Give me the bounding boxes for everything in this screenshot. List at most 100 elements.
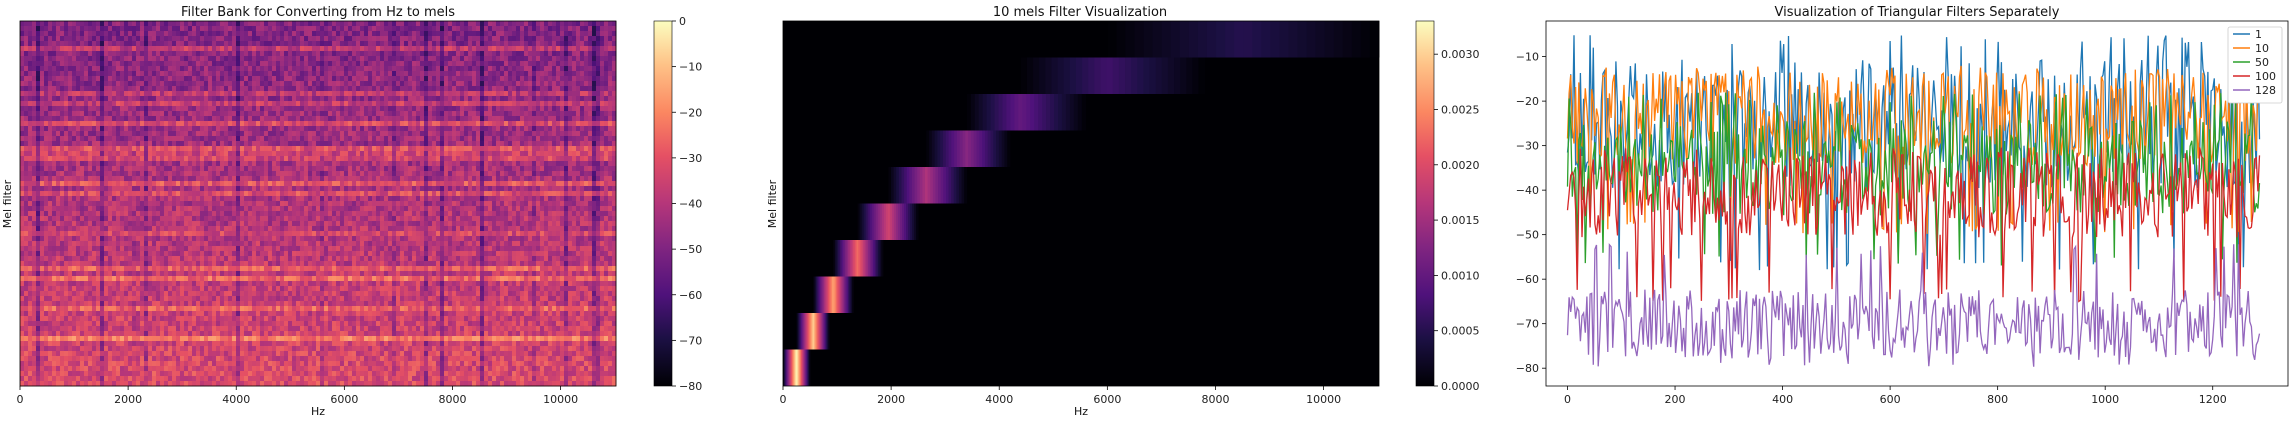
spectrogram-cell — [300, 111, 305, 117]
spectrogram-cell — [556, 61, 561, 67]
spectrogram-cell — [116, 101, 121, 107]
spectrogram-cell — [468, 131, 473, 137]
spectrogram-cell — [368, 81, 373, 87]
spectrogram-cell — [480, 151, 485, 157]
spectrogram-cell — [328, 186, 333, 192]
spectrogram-cell — [556, 86, 561, 92]
spectrogram-cell — [132, 146, 137, 152]
spectrogram-cell — [352, 136, 357, 142]
spectrogram-cell — [280, 136, 285, 142]
spectrogram-cell — [584, 141, 589, 147]
spectrogram-cell — [604, 51, 609, 57]
spectrogram-cell — [544, 176, 549, 182]
spectrogram-cell — [52, 161, 57, 167]
spectrogram-cell — [96, 151, 101, 157]
spectrogram-cell — [548, 116, 553, 122]
spectrogram-cell — [504, 116, 509, 122]
spectrogram-cell — [476, 56, 481, 62]
spectrogram-cell — [116, 126, 121, 132]
spectrogram-cell — [596, 181, 601, 187]
spectrogram-cell — [220, 26, 225, 32]
spectrogram-cell — [508, 141, 513, 147]
spectrogram-cell — [336, 46, 341, 52]
spectrogram-cell — [408, 56, 413, 62]
spectrogram-cell — [588, 136, 593, 142]
spectrogram-cell — [448, 141, 453, 147]
spectrogram-cell — [540, 41, 545, 47]
spectrogram-cell — [460, 111, 465, 117]
spectrogram-cell — [452, 166, 457, 172]
spectrogram-cell — [604, 76, 609, 82]
spectrogram-cell — [308, 101, 313, 107]
spectrogram-cell — [160, 126, 165, 132]
spectrogram-cell — [116, 91, 121, 97]
spectrogram-cell — [332, 76, 337, 82]
spectrogram-cell — [604, 21, 609, 27]
spectrogram-cell — [488, 126, 493, 132]
spectrogram-cell — [348, 166, 353, 172]
spectrogram-cell — [84, 76, 89, 82]
spectrogram-cell — [344, 126, 349, 132]
spectrogram-cell — [92, 181, 97, 187]
spectrogram-cell — [104, 121, 109, 127]
spectrogram-cell — [212, 31, 217, 37]
spectrogram-cell — [160, 21, 165, 27]
spectrogram-cell — [596, 31, 601, 37]
spectrogram-cell — [168, 116, 173, 122]
spectrogram-cell — [324, 61, 329, 67]
spectrogram-cell — [116, 36, 121, 42]
spectrogram-cell — [420, 176, 425, 182]
spectrogram-cell — [220, 76, 225, 82]
spectrogram-cell — [112, 176, 117, 182]
spectrogram-cell — [116, 186, 121, 192]
spectrogram-cell — [356, 36, 361, 42]
spectrogram-cell — [540, 81, 545, 87]
spectrogram-cell — [508, 51, 513, 57]
spectrogram-cell — [532, 151, 537, 157]
spectrogram-cell — [440, 51, 445, 57]
spectrogram-cell — [212, 136, 217, 142]
spectrogram-cell — [328, 151, 333, 157]
spectrogram-cell — [36, 36, 41, 42]
spectrogram-cell — [52, 116, 57, 122]
spectrogram-cell — [128, 96, 133, 102]
spectrogram-cell — [404, 136, 409, 142]
spectrogram-cell — [496, 56, 501, 62]
spectrogram-cell — [344, 56, 349, 62]
spectrogram-cell — [100, 36, 105, 42]
spectrogram-cell — [152, 131, 157, 137]
spectrogram-cell — [252, 151, 257, 157]
spectrogram-cell — [588, 181, 593, 187]
spectrogram-cell — [88, 181, 93, 187]
spectrogram-cell — [584, 96, 589, 102]
spectrogram-cell — [540, 96, 545, 102]
spectrogram-cell — [496, 141, 501, 147]
spectrogram-cell — [292, 186, 297, 192]
spectrogram-cell — [448, 66, 453, 72]
spectrogram-cell — [288, 36, 293, 42]
spectrogram-cell — [240, 36, 245, 42]
spectrogram-cell — [612, 21, 617, 27]
spectrogram-cell — [596, 146, 601, 152]
spectrogram-cell — [536, 21, 541, 27]
spectrogram-cell — [508, 166, 513, 172]
spectrogram-cell — [52, 56, 57, 62]
spectrogram-cell — [96, 66, 101, 72]
spectrogram-cell — [344, 136, 349, 142]
spectrogram-cell — [592, 116, 597, 122]
spectrogram-cell — [188, 36, 193, 42]
spectrogram-cell — [340, 166, 345, 172]
spectrogram-cell — [580, 21, 585, 27]
spectrogram-cell — [248, 96, 253, 102]
spectrogram-cell — [440, 36, 445, 42]
spectrogram-cell — [528, 31, 533, 37]
spectrogram-cell — [120, 141, 125, 147]
spectrogram-cell — [184, 71, 189, 77]
spectrogram-cell — [120, 166, 125, 172]
spectrogram-cell — [356, 76, 361, 82]
spectrogram-cell — [180, 36, 185, 42]
spectrogram-cell — [544, 131, 549, 137]
spectrogram-cell — [612, 116, 617, 122]
spectrogram-cell — [300, 166, 305, 172]
spectrogram-cell — [344, 116, 349, 122]
